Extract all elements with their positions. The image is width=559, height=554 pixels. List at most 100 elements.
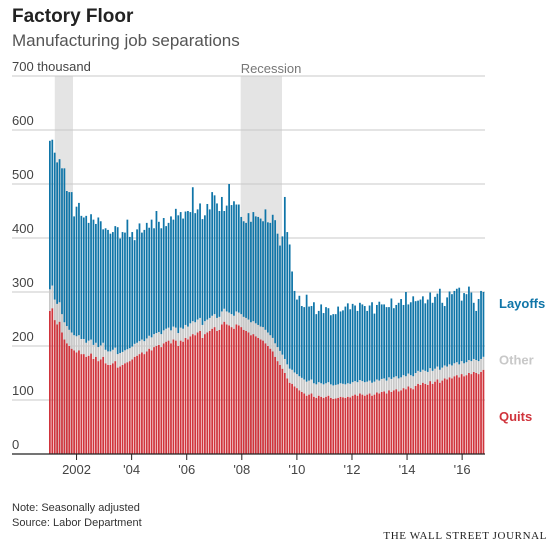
bar-quits — [329, 397, 332, 454]
bar-quits — [424, 383, 427, 454]
bar-other — [443, 365, 446, 379]
bar-quits — [463, 376, 465, 454]
bar-quits — [82, 354, 85, 454]
bar-other — [378, 380, 381, 394]
bar-layoffs — [329, 315, 332, 385]
bar-quits — [419, 384, 422, 454]
bar-quits — [354, 394, 356, 454]
bar-quits — [422, 382, 424, 454]
bar-quits — [385, 393, 388, 454]
bar-other — [182, 328, 184, 342]
bar-other — [392, 377, 395, 391]
bar-quits — [303, 393, 306, 454]
bar-layoffs — [274, 220, 277, 344]
bar-other — [177, 333, 180, 346]
bar-layoffs — [95, 223, 97, 343]
bar-layoffs — [262, 221, 264, 328]
bar-quits — [436, 379, 439, 454]
bar-layoffs — [475, 310, 478, 361]
bar-quits — [359, 393, 361, 454]
bar-quits — [361, 394, 364, 454]
bar-quits — [155, 346, 158, 454]
bar-layoffs — [162, 218, 165, 331]
bar-quits — [179, 340, 182, 454]
bar-other — [189, 323, 192, 337]
bar-layoffs — [310, 306, 313, 380]
bar-other — [283, 358, 286, 373]
bar-layoffs — [465, 294, 468, 363]
bar-layoffs — [208, 209, 211, 318]
bar-quits — [204, 334, 206, 454]
x-tick-label: '12 — [343, 462, 360, 477]
bar-other — [267, 332, 269, 346]
bar-other — [68, 329, 71, 346]
bar-layoffs — [165, 226, 168, 329]
bar-other — [199, 317, 201, 331]
bar-quits — [300, 391, 303, 454]
bar-layoffs — [187, 211, 189, 327]
bar-other — [407, 373, 410, 387]
bar-quits — [414, 385, 417, 454]
bar-layoffs — [68, 192, 71, 330]
bars-layer — [49, 139, 485, 454]
bar-layoffs — [276, 233, 279, 348]
bar-quits — [124, 363, 126, 454]
bar-other — [75, 336, 78, 353]
bar-layoffs — [378, 301, 381, 381]
bar-other — [196, 319, 199, 333]
bar-other — [250, 322, 252, 336]
bar-layoffs — [145, 222, 148, 339]
publisher-logo: THE WALL STREET JOURNAL — [383, 530, 547, 542]
bar-quits — [162, 343, 165, 454]
bar-other — [436, 366, 439, 380]
bar-layoffs — [247, 213, 250, 320]
bar-layoffs — [204, 215, 206, 322]
y-tick-label: 500 — [12, 167, 34, 182]
bar-layoffs — [174, 208, 177, 328]
bar-other — [409, 375, 412, 389]
bar-quits — [480, 371, 482, 454]
bar-quits — [158, 344, 160, 454]
bar-quits — [78, 350, 80, 454]
bar-layoffs — [245, 222, 247, 318]
bar-quits — [56, 324, 59, 454]
bar-quits — [373, 394, 376, 454]
bar-quits — [349, 397, 352, 454]
bar-other — [371, 382, 373, 396]
bar-other — [383, 378, 386, 392]
bar-layoffs — [133, 240, 136, 344]
y-tick-label: 300 — [12, 275, 34, 290]
bar-other — [446, 366, 448, 380]
bar-other — [150, 337, 153, 351]
bar-other — [480, 358, 482, 372]
bar-layoffs — [468, 286, 470, 361]
bar-quits — [438, 382, 441, 454]
bar-other — [53, 299, 56, 321]
bar-quits — [182, 341, 184, 454]
bar-layoffs — [368, 305, 371, 381]
y-tick-label: 400 — [12, 221, 34, 236]
bar-quits — [366, 394, 369, 454]
bar-other — [339, 383, 342, 397]
bar-quits — [279, 364, 281, 454]
bar-layoffs — [199, 203, 201, 318]
bar-quits — [378, 393, 381, 454]
bar-other — [288, 368, 291, 383]
x-tick-label: '08 — [233, 462, 250, 477]
bar-other — [61, 314, 63, 333]
bar-layoffs — [366, 310, 369, 382]
bar-quits — [107, 364, 109, 454]
bar-quits — [405, 389, 407, 454]
bar-layoffs — [107, 229, 109, 352]
bar-layoffs — [472, 302, 475, 359]
bar-layoffs — [359, 302, 361, 381]
bar-layoffs — [189, 212, 192, 324]
bar-layoffs — [148, 227, 151, 336]
bar-other — [235, 311, 238, 325]
bar-other — [109, 351, 112, 365]
bar-layoffs — [235, 204, 238, 312]
bar-quits — [68, 346, 71, 454]
bar-layoffs — [254, 216, 257, 324]
bar-other — [204, 321, 206, 335]
bar-other — [368, 380, 371, 394]
